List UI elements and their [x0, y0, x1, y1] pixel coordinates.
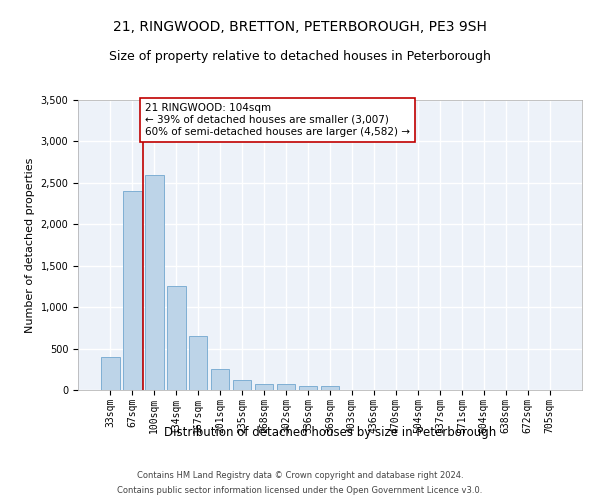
- Text: Size of property relative to detached houses in Peterborough: Size of property relative to detached ho…: [109, 50, 491, 63]
- Bar: [211, 370, 229, 390]
- Bar: [101, 357, 119, 390]
- Bar: [255, 384, 274, 390]
- Bar: [167, 286, 185, 390]
- Bar: [233, 380, 251, 390]
- Bar: [320, 386, 340, 390]
- Y-axis label: Number of detached properties: Number of detached properties: [25, 158, 35, 332]
- Bar: [189, 336, 208, 390]
- Bar: [277, 384, 295, 390]
- Text: Distribution of detached houses by size in Peterborough: Distribution of detached houses by size …: [164, 426, 496, 439]
- Text: Contains HM Land Registry data © Crown copyright and database right 2024.: Contains HM Land Registry data © Crown c…: [137, 471, 463, 480]
- Bar: [123, 191, 142, 390]
- Text: Contains public sector information licensed under the Open Government Licence v3: Contains public sector information licen…: [118, 486, 482, 495]
- Bar: [299, 386, 317, 390]
- Bar: [145, 174, 164, 390]
- Text: 21 RINGWOOD: 104sqm
← 39% of detached houses are smaller (3,007)
60% of semi-det: 21 RINGWOOD: 104sqm ← 39% of detached ho…: [145, 104, 410, 136]
- Text: 21, RINGWOOD, BRETTON, PETERBOROUGH, PE3 9SH: 21, RINGWOOD, BRETTON, PETERBOROUGH, PE3…: [113, 20, 487, 34]
